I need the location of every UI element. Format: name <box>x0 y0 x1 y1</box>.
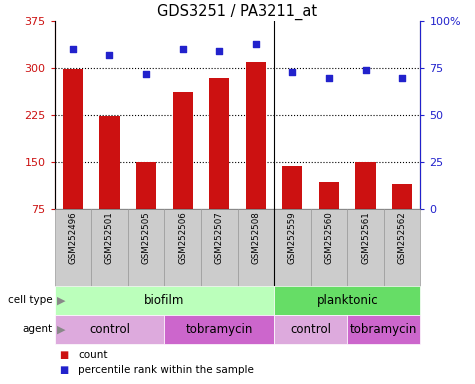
Text: percentile rank within the sample: percentile rank within the sample <box>78 366 254 376</box>
Bar <box>99 116 120 209</box>
Bar <box>238 209 274 286</box>
Text: GSM252560: GSM252560 <box>324 212 333 264</box>
Bar <box>319 182 339 209</box>
Bar <box>128 209 164 286</box>
Bar <box>347 315 420 344</box>
Bar <box>91 209 128 286</box>
Text: GSM252507: GSM252507 <box>215 212 224 264</box>
Text: GSM252496: GSM252496 <box>68 212 77 264</box>
Text: agent: agent <box>22 324 52 334</box>
Point <box>325 74 332 81</box>
Text: GSM252506: GSM252506 <box>178 212 187 264</box>
Text: control: control <box>89 323 130 336</box>
Text: tobramycin: tobramycin <box>350 323 418 336</box>
Bar <box>164 315 274 344</box>
Text: biofilm: biofilm <box>144 294 184 307</box>
Text: cell type: cell type <box>8 295 52 306</box>
Point <box>69 46 77 53</box>
Text: ■: ■ <box>59 366 68 376</box>
Point <box>289 69 296 75</box>
Bar <box>55 209 91 286</box>
Text: control: control <box>290 323 331 336</box>
Text: ■: ■ <box>59 350 68 360</box>
Text: ▶: ▶ <box>57 295 66 306</box>
Bar <box>282 166 303 209</box>
Bar <box>347 209 384 286</box>
Bar <box>311 209 347 286</box>
Text: GSM252508: GSM252508 <box>251 212 260 264</box>
Bar <box>55 286 274 315</box>
Text: tobramycin: tobramycin <box>186 323 253 336</box>
Text: GSM252505: GSM252505 <box>142 212 151 264</box>
Text: count: count <box>78 350 108 360</box>
Bar <box>274 209 311 286</box>
Text: GSM252561: GSM252561 <box>361 212 370 264</box>
Bar <box>201 209 238 286</box>
Bar <box>384 209 420 286</box>
Point <box>398 74 406 81</box>
Bar <box>274 315 347 344</box>
Bar <box>392 184 412 209</box>
Bar <box>63 70 83 209</box>
Text: GSM252562: GSM252562 <box>398 212 407 264</box>
Text: ▶: ▶ <box>57 324 66 334</box>
Point <box>142 71 150 77</box>
Point <box>362 67 370 73</box>
Point <box>179 46 186 53</box>
Bar <box>209 78 229 209</box>
Bar <box>355 162 376 209</box>
Text: GSM252559: GSM252559 <box>288 212 297 264</box>
Bar <box>164 209 201 286</box>
Bar <box>274 286 420 315</box>
Text: GSM252501: GSM252501 <box>105 212 114 264</box>
Bar <box>55 315 164 344</box>
Bar <box>246 62 266 209</box>
Text: planktonic: planktonic <box>316 294 378 307</box>
Bar <box>172 92 193 209</box>
Point <box>252 41 259 47</box>
Point <box>216 48 223 54</box>
Bar <box>136 162 156 209</box>
Title: GDS3251 / PA3211_at: GDS3251 / PA3211_at <box>157 3 318 20</box>
Point <box>105 52 113 58</box>
